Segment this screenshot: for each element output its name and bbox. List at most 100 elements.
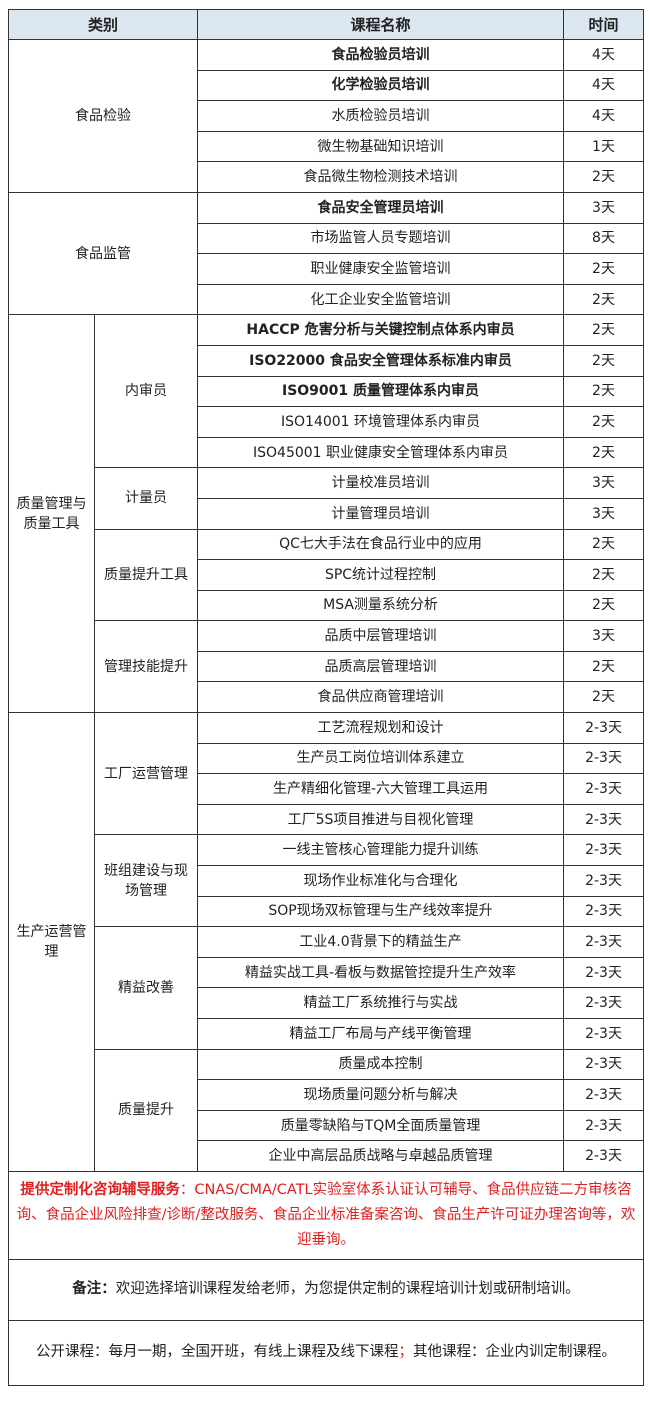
course-duration: 2-3天 bbox=[563, 1109, 645, 1142]
course-name: 食品检验员培训 bbox=[197, 39, 565, 71]
table-row: 食品监管 食品安全管理员培训 3天 bbox=[7, 191, 645, 316]
course-name: 质量成本控制 bbox=[197, 1048, 565, 1081]
table-row: 市场监管人员专题培训 8天 bbox=[9, 222, 645, 255]
course-duration: 4天 bbox=[563, 69, 645, 102]
course-name: 品质高层管理培训 bbox=[197, 650, 565, 683]
course-name: 化学检验员培训 bbox=[197, 69, 565, 102]
table-row: SPC统计过程控制 2天 bbox=[9, 559, 645, 591]
course-name: ISO45001 职业健康安全管理体系内审员 bbox=[197, 436, 565, 469]
course-duration: 2天 bbox=[563, 375, 645, 408]
subcategory-cell: 班组建设与现场管理 bbox=[93, 834, 199, 928]
public-separator: ； bbox=[398, 1344, 414, 1361]
course-duration: 2-3天 bbox=[563, 773, 645, 805]
course-duration: 4天 bbox=[563, 100, 645, 132]
course-name: 现场作业标准化与合理化 bbox=[197, 865, 565, 897]
table-row: 食品供应商管理培训 2天 bbox=[9, 681, 645, 714]
course-name: 工厂5S项目推进与目视化管理 bbox=[197, 803, 565, 836]
table-row: 化学检验员培训 4天 bbox=[9, 69, 645, 102]
course-name: SOP现场双标管理与生产线效率提升 bbox=[197, 895, 565, 928]
subcategory-cell: 管理技能提升 bbox=[93, 620, 199, 714]
course-name: 计量管理员培训 bbox=[197, 497, 565, 530]
table-row: 质量提升工具 QC七大手法在食品行业中的应用 2天 bbox=[9, 528, 645, 622]
course-name: 一线主管核心管理能力提升训练 bbox=[197, 834, 565, 867]
table-row: MSA测量系统分析 2天 bbox=[9, 589, 645, 622]
course-duration: 2天 bbox=[563, 528, 645, 561]
header-course: 课程名称 bbox=[197, 9, 565, 40]
course-name: ISO14001 环境管理体系内审员 bbox=[197, 406, 565, 438]
note-text: 欢迎选择培训课程发给老师，为您提供定制的课程培训计划或研制培训。 bbox=[115, 1281, 580, 1298]
course-name: HACCP 危害分析与关键控制点体系内审员 bbox=[197, 314, 565, 346]
table-row: 管理技能提升 品质中层管理培训 3天 bbox=[9, 620, 645, 714]
course-duration: 2-3天 bbox=[563, 895, 645, 928]
table-row: 精益工厂系统推行与实战 2-3天 bbox=[9, 987, 645, 1019]
table-row: ISO22000 食品安全管理体系标准内审员 2天 bbox=[9, 344, 645, 377]
header-category: 类别 bbox=[7, 9, 199, 40]
course-duration: 2-3天 bbox=[563, 926, 645, 958]
course-duration: 2天 bbox=[563, 253, 645, 285]
category-cell: 质量管理与质量工具 bbox=[8, 314, 95, 714]
course-name: 质量零缺陷与TQM全面质量管理 bbox=[197, 1109, 565, 1142]
services-text: ：CNAS/CMA/CATL实验室体系认证认可辅导、食品供应链二方审核咨询、食品… bbox=[16, 1181, 636, 1248]
course-duration: 2天 bbox=[563, 283, 645, 316]
services-label: 提供定制化咨询辅导服务 bbox=[20, 1181, 180, 1198]
course-name: 工艺流程规划和设计 bbox=[197, 712, 565, 744]
course-duration: 2天 bbox=[563, 559, 645, 591]
category-cell: 食品检验 bbox=[7, 39, 199, 193]
course-name: 现场质量问题分析与解决 bbox=[197, 1079, 565, 1111]
note-label: 备注： bbox=[72, 1281, 116, 1298]
course-name: 食品微生物检测技术培训 bbox=[197, 161, 565, 193]
course-duration: 3天 bbox=[563, 467, 645, 499]
course-name: 食品供应商管理培训 bbox=[197, 681, 565, 714]
course-duration: 2天 bbox=[563, 589, 645, 622]
course-table-container: 类别 课程名称 时间 食品检验 食品检验员培训 4天 化学检验员培训 4天 水质检验员培训… bbox=[7, 9, 645, 1386]
course-name: 化工企业安全监管培训 bbox=[197, 283, 565, 316]
table-row: 水质检验员培训 4天 bbox=[9, 100, 645, 132]
course-duration: 2天 bbox=[563, 344, 645, 377]
table-row: 质量提升 质量成本控制 2-3天 bbox=[9, 1048, 645, 1172]
course-name: 食品安全管理员培训 bbox=[197, 191, 565, 224]
table-row: 精益实战工具-看板与数据管控提升生产效率 2-3天 bbox=[9, 956, 645, 989]
subcategory-cell: 工厂运营管理 bbox=[93, 712, 199, 836]
course-duration: 2-3天 bbox=[563, 1048, 645, 1081]
course-duration: 2-3天 bbox=[563, 1140, 645, 1172]
course-name: 企业中高层品质战略与卓越品质管理 bbox=[197, 1140, 565, 1172]
course-duration: 3天 bbox=[563, 620, 645, 652]
course-duration: 2-3天 bbox=[563, 956, 645, 989]
course-duration: 2-3天 bbox=[563, 1018, 645, 1050]
table-row: 计量管理员培训 3天 bbox=[9, 497, 645, 530]
course-duration: 2天 bbox=[563, 681, 645, 714]
course-duration: 2天 bbox=[563, 436, 645, 469]
table-row: ISO9001 质量管理体系内审员 2天 bbox=[9, 375, 645, 408]
table-row: 班组建设与现场管理 一线主管核心管理能力提升训练 2-3天 bbox=[9, 834, 645, 928]
table-row: 食品检验 食品检验员培训 4天 bbox=[7, 39, 645, 193]
course-name: 微生物基础知识培训 bbox=[197, 130, 565, 163]
table-row: ISO45001 职业健康安全管理体系内审员 2天 bbox=[9, 436, 645, 469]
course-duration: 2天 bbox=[563, 406, 645, 438]
course-duration: 2天 bbox=[563, 161, 645, 193]
course-name: 生产精细化管理-六大管理工具运用 bbox=[197, 773, 565, 805]
course-name: 计量校准员培训 bbox=[197, 467, 565, 499]
course-name: MSA测量系统分析 bbox=[197, 589, 565, 622]
course-name: 市场监管人员专题培训 bbox=[197, 222, 565, 255]
course-duration: 2-3天 bbox=[563, 987, 645, 1019]
course-duration: 2天 bbox=[563, 650, 645, 683]
course-name: ISO22000 食品安全管理体系标准内审员 bbox=[197, 344, 565, 377]
course-name: 精益工厂系统推行与实战 bbox=[197, 987, 565, 1019]
subcategory-cell: 内审员 bbox=[93, 314, 199, 469]
table-row: 化工企业安全监管培训 2天 bbox=[9, 283, 645, 316]
course-duration: 2-3天 bbox=[563, 742, 645, 775]
course-name: SPC统计过程控制 bbox=[197, 559, 565, 591]
header-time: 时间 bbox=[563, 9, 645, 40]
course-name: 工业4.0背景下的精益生产 bbox=[197, 926, 565, 958]
category-cell: 生产运营管理 bbox=[8, 712, 95, 1172]
course-name: QC七大手法在食品行业中的应用 bbox=[197, 528, 565, 561]
course-duration: 2-3天 bbox=[563, 834, 645, 867]
table-row: 食品微生物检测技术培训 2天 bbox=[9, 161, 645, 193]
course-duration: 3天 bbox=[563, 497, 645, 530]
course-name: 职业健康安全监管培训 bbox=[197, 253, 565, 285]
subcategory-cell: 精益改善 bbox=[93, 926, 199, 1050]
course-name: 品质中层管理培训 bbox=[197, 620, 565, 652]
course-duration: 2-3天 bbox=[563, 865, 645, 897]
table-row: 现场作业标准化与合理化 2-3天 bbox=[9, 865, 645, 897]
course-name: 精益实战工具-看板与数据管控提升生产效率 bbox=[197, 956, 565, 989]
